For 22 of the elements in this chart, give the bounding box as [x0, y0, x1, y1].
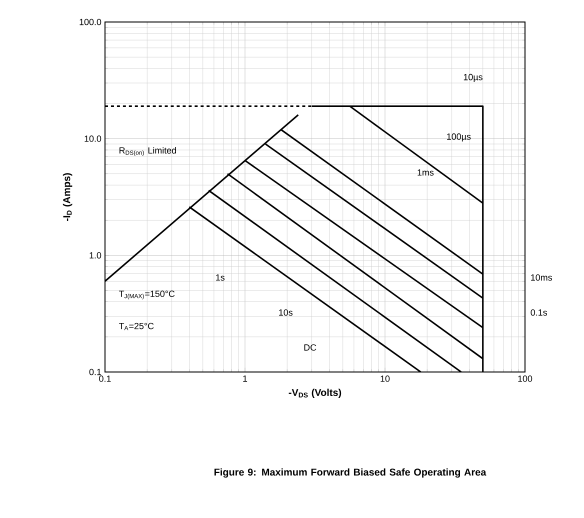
x-tick-label: 1: [243, 376, 248, 382]
x-axis-title: -V$_{DS}$ (Volts): [288, 388, 342, 398]
annotation: T$_{J(MAX)}$=150°C: [118, 290, 175, 300]
annotation: R$_{DS(on)}$ Limited: [120, 147, 176, 156]
y-axis-title: -I$_{D}$ (Amps): [62, 173, 72, 221]
annotation: 10µs: [464, 74, 482, 82]
annotation: 1s: [216, 274, 225, 281]
text: Figure 9: Maximum Forward Biased Safe Operating Area: [214, 468, 486, 478]
annotation: 1ms: [418, 169, 434, 176]
x-tick-label: 10: [380, 376, 390, 382]
text: 10ms: [531, 274, 552, 281]
y-tick-label: 0.1: [89, 368, 102, 376]
annotation: 10s: [279, 309, 293, 316]
x-tick-label: 100: [518, 376, 532, 382]
annotation: DC: [304, 344, 316, 351]
y-tick-label: 10.0: [84, 135, 102, 142]
text: 0.1s: [530, 309, 548, 316]
x-tick-label: 0.1: [99, 376, 111, 382]
annotation: 100µs: [447, 133, 471, 142]
y-tick-label: 1.0: [90, 252, 102, 259]
y-tick-label: 100.0: [80, 18, 102, 26]
annotation: T$_{A}$=25°C: [118, 322, 154, 330]
